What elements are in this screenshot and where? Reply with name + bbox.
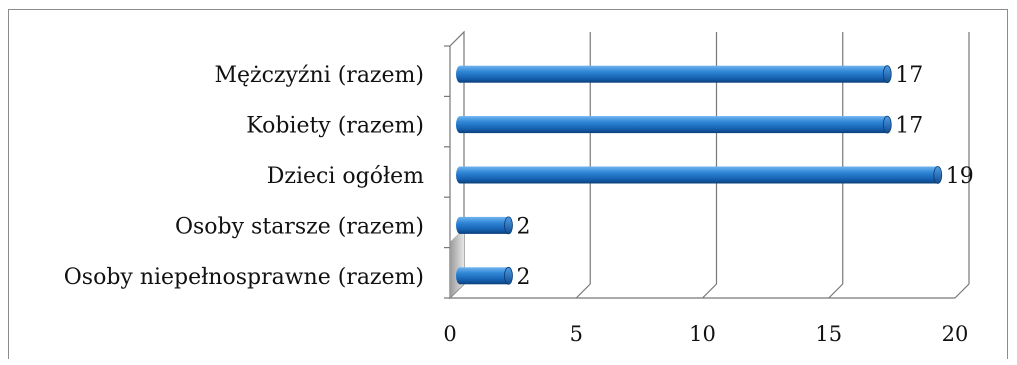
bar-body — [460, 65, 888, 83]
bar-end-cap — [504, 216, 513, 235]
data-label: 17 — [895, 63, 923, 88]
bar — [456, 216, 513, 235]
gridline-floor — [702, 283, 717, 299]
chart-frame — [8, 9, 1008, 359]
x-tick-label: 15 — [815, 322, 842, 346]
bar-body — [460, 216, 509, 234]
bar-start-cap — [456, 116, 464, 134]
category-label: Kobiety (razem) — [246, 114, 424, 139]
category-label: Dzieci ogółem — [267, 164, 424, 189]
bar-body — [460, 267, 509, 285]
data-label: 19 — [946, 164, 974, 189]
bar-start-cap — [456, 65, 464, 83]
bar-body — [460, 116, 888, 134]
bar — [456, 65, 892, 84]
x-tick-label: 20 — [942, 322, 969, 346]
data-label: 2 — [517, 265, 531, 290]
bars — [456, 65, 943, 285]
data-label: 17 — [895, 114, 923, 139]
category-label: Osoby niepełnosprawne (razem) — [64, 265, 424, 290]
bar — [456, 266, 513, 285]
x-tick-label: 10 — [689, 322, 716, 346]
bar-end-cap — [933, 166, 943, 184]
bar — [456, 115, 892, 134]
gridline-floor — [954, 283, 970, 299]
x-tick-label: 5 — [570, 322, 583, 346]
category-label: Osoby starsze (razem) — [175, 214, 424, 239]
bar-start-cap — [456, 166, 464, 184]
category-label: Mężczyźni (razem) — [214, 63, 424, 88]
bar-start-cap — [456, 267, 464, 285]
bar — [456, 166, 943, 184]
bar-start-cap — [456, 216, 464, 234]
data-label: 2 — [517, 214, 531, 239]
bar-end-cap — [882, 115, 892, 134]
gridline-floor — [828, 283, 844, 299]
labels: 0 5 10 15 20 17 Mężczyźni (razem) 17 Kobiety (ra… — [64, 63, 974, 346]
bar-end-cap — [504, 266, 513, 285]
bar-body — [460, 166, 938, 184]
wall-shade — [450, 228, 464, 298]
x-tick-label: 0 — [443, 322, 456, 346]
bar-end-cap — [882, 65, 892, 84]
gridline-floor — [575, 283, 591, 299]
